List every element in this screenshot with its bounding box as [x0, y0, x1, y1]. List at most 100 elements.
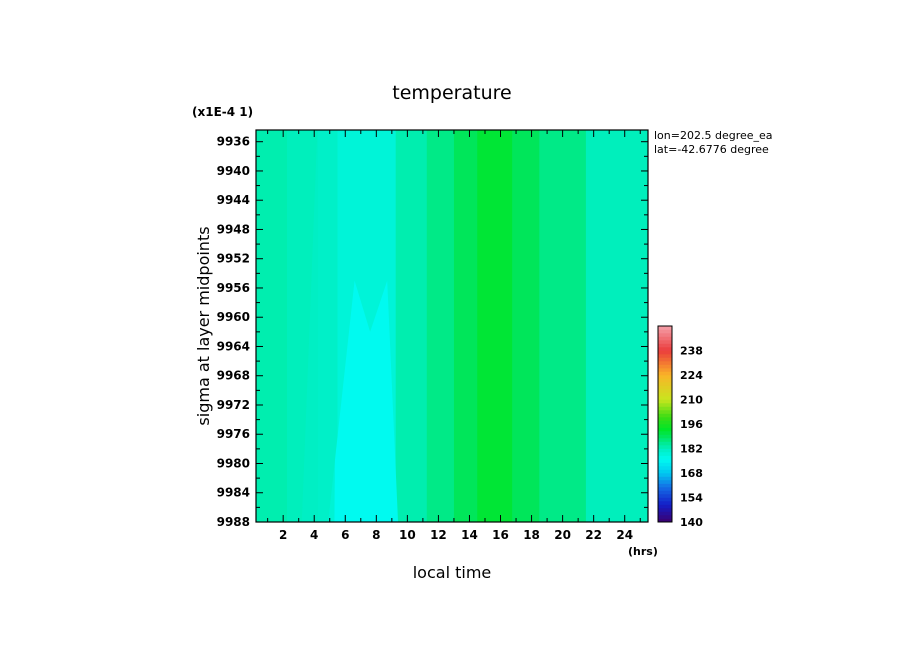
heatmap-column-8: [512, 130, 540, 522]
heatmap-column-5: [426, 130, 455, 522]
colorbar-segment: [658, 490, 672, 495]
y-tick-label: 9972: [217, 398, 250, 412]
colorbar-segment: [658, 413, 672, 418]
y-axis-label: sigma at layer midpoints: [194, 226, 213, 425]
x-tick-label: 6: [341, 528, 349, 542]
x-tick-label: 10: [399, 528, 416, 542]
x-axis-label: local time: [413, 563, 492, 582]
colorbar-segment: [658, 466, 672, 470]
colorbar-segment: [658, 340, 672, 344]
x-axis-ticks: 2 4 6 8 10 12 14 16 18 20 22 24: [267, 130, 641, 542]
y-tick-label: 9952: [217, 252, 250, 266]
colorbar-segment: [658, 438, 672, 442]
x-tick-label: 14: [461, 528, 478, 542]
colorbar-segment: [658, 347, 672, 351]
heatmap-column-6: [453, 130, 478, 522]
colorbar-segment: [658, 441, 672, 446]
colorbar-segment: [658, 368, 672, 372]
y-tick-label: 9944: [217, 193, 250, 207]
cool-wedge: [328, 280, 399, 522]
colorbar-segment: [658, 326, 672, 330]
heatmap-column-9: [539, 130, 587, 522]
y-tick-label: 9968: [217, 369, 250, 383]
colorbar-segment: [658, 455, 672, 460]
colorbar-segment: [658, 504, 672, 509]
x-tick-label: 24: [616, 528, 633, 542]
y-tick-label: 9964: [217, 339, 250, 353]
transition-band: [301, 130, 338, 522]
colorbar-segment: [658, 329, 672, 334]
x-tick-label: 22: [585, 528, 602, 542]
heatmap-column-4: [395, 130, 428, 522]
colorbar-segment: [658, 399, 672, 404]
y-tick-label: 9948: [217, 222, 250, 236]
colorbar-frame: [657, 325, 673, 523]
colorbar-segment: [658, 378, 672, 383]
colorbar-segment: [658, 431, 672, 435]
y-tick-label: 9984: [217, 486, 250, 500]
colorbar-segment: [658, 354, 672, 358]
colorbar-segment: [658, 473, 672, 477]
chart-title: temperature: [392, 82, 511, 104]
colorbar-segment: [658, 497, 672, 502]
colorbar-segment: [658, 448, 672, 453]
colorbar-segment: [658, 417, 672, 421]
x-tick-label: 18: [523, 528, 540, 542]
colorbar-segment: [658, 427, 672, 432]
colorbar-segment: [658, 483, 672, 488]
heatmap-column-7: [477, 130, 513, 522]
colorbar-segment: [658, 410, 672, 414]
colorbar-segment: [658, 501, 672, 505]
x-tick-label: 16: [492, 528, 509, 542]
y-tick-label: 9960: [217, 310, 250, 324]
colorbar-segment: [658, 357, 672, 362]
colorbar-segment: [658, 420, 672, 425]
colorbar-tick-label: 196: [680, 418, 703, 431]
heatmap-overlay: [301, 130, 399, 522]
heatmap-column-10: [585, 130, 649, 522]
x-tick-label: 8: [372, 528, 380, 542]
colorbar-segment: [658, 382, 672, 386]
colorbar-segment: [658, 333, 672, 337]
y-axis-ticks: 9936 9940 9944 9948 9952 9956 9960 9964 9968 9972…: [217, 135, 648, 529]
colorbar-tick-label: 182: [680, 443, 703, 456]
x-axis-unit: (hrs): [628, 545, 658, 558]
colorbar-segment: [658, 350, 672, 355]
y-tick-label: 9956: [217, 281, 250, 295]
colorbar-tick-label: 140: [680, 516, 703, 529]
colorbar-segment: [658, 371, 672, 376]
y-tick-label: 9988: [217, 515, 250, 529]
colorbar-segment: [658, 452, 672, 456]
x-tick-label: 12: [430, 528, 447, 542]
colorbar-segment: [658, 392, 672, 397]
colorbar-segment: [658, 487, 672, 491]
info-lat: lat=-42.6776 degree: [654, 143, 769, 156]
colorbar-segment: [658, 434, 672, 439]
colorbar-segment: [658, 494, 672, 498]
x-tick-label: 2: [279, 528, 287, 542]
plot-frame: [255, 129, 649, 523]
colorbar-segment: [658, 364, 672, 369]
colorbar-segment: [658, 361, 672, 365]
colorbar-tick-label: 168: [680, 467, 703, 480]
y-scale-note: (x1E-4 1): [192, 105, 253, 119]
colorbar-segment: [658, 396, 672, 400]
colorbar-segment: [658, 518, 672, 523]
info-lon: lon=202.5 degree_ea: [654, 129, 773, 142]
y-tick-label: 9940: [217, 164, 250, 178]
colorbar-segment: [658, 424, 672, 428]
colorbar-tick-label: 154: [680, 492, 703, 505]
x-tick-label: 4: [310, 528, 318, 542]
colorbar-segment: [658, 445, 672, 449]
colorbar-segment: [658, 515, 672, 519]
colorbar-segment: [658, 375, 672, 379]
colorbar-segment: [658, 389, 672, 393]
colorbar-segment: [658, 406, 672, 411]
colorbar-tick-label: 238: [680, 345, 703, 358]
colorbar-segment: [658, 403, 672, 407]
colorbar-segment: [658, 480, 672, 484]
colorbar-segment: [658, 336, 672, 341]
colorbar: 140 154 168 182 196 210 224 238: [657, 325, 703, 529]
